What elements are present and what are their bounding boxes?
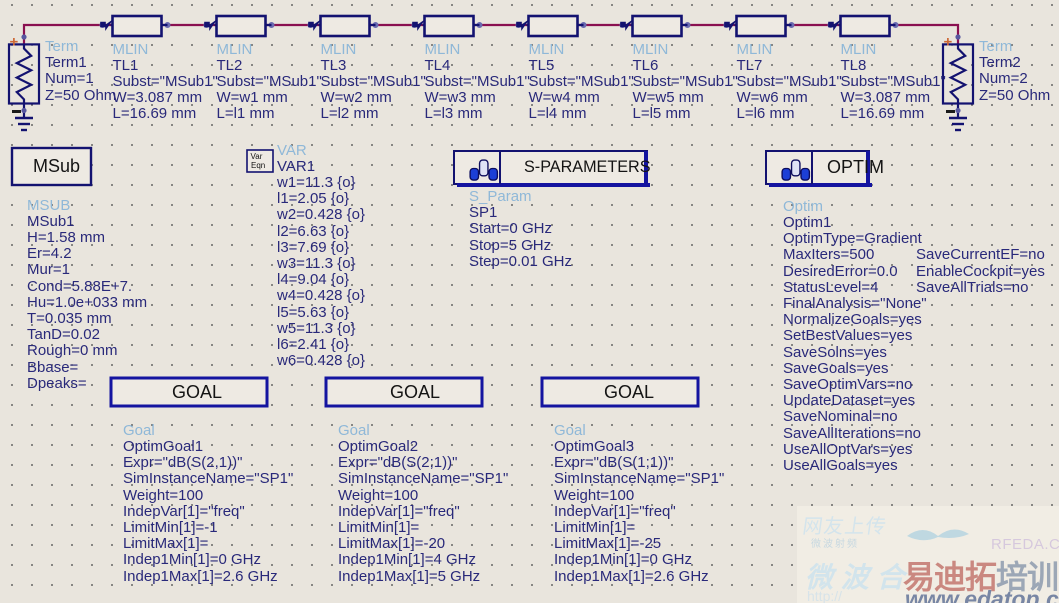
svg-text:GOAL: GOAL bbox=[604, 382, 654, 402]
svg-text:GOAL: GOAL bbox=[172, 382, 222, 402]
svg-text:+: + bbox=[10, 33, 19, 50]
svg-text:+: + bbox=[944, 33, 953, 50]
svg-text:Eqn: Eqn bbox=[251, 161, 265, 170]
svg-text:MSub: MSub bbox=[33, 156, 80, 176]
svg-text:S-PARAMETERS: S-PARAMETERS bbox=[524, 158, 651, 176]
svg-text:Var: Var bbox=[251, 152, 263, 161]
svg-text:GOAL: GOAL bbox=[390, 382, 440, 402]
svg-text:OPTIM: OPTIM bbox=[827, 157, 884, 177]
